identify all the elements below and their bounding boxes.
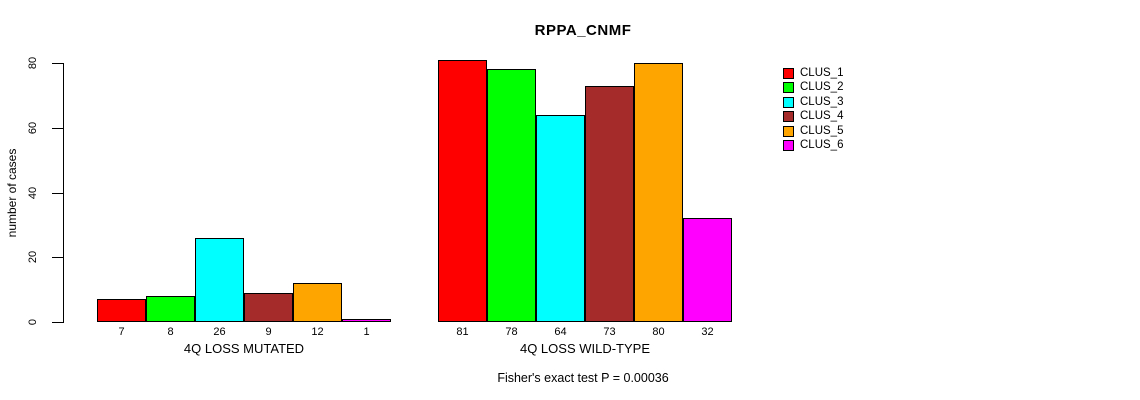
bar-value-label: 78 <box>505 326 518 338</box>
bar-value-label: 7 <box>118 326 125 338</box>
bar-value-label: 12 <box>311 326 324 338</box>
legend-swatch <box>783 111 794 123</box>
legend-label: CLUS_5 <box>800 124 844 137</box>
legend-item: CLUS_6 <box>783 139 843 154</box>
legend-label: CLUS_2 <box>800 81 844 93</box>
legend-label: CLUS_4 <box>800 110 844 122</box>
bar-clus_1 <box>438 60 487 322</box>
bar-clus_3 <box>195 238 244 322</box>
y-tick-label: 40 <box>27 186 39 200</box>
group-label: 4Q LOSS MUTATED <box>183 341 305 356</box>
bar-value-label: 26 <box>213 326 226 338</box>
y-tick-mark <box>52 322 63 323</box>
legend-item: CLUS_4 <box>783 110 843 125</box>
legend-swatch <box>783 82 794 94</box>
legend-label: CLUS_3 <box>800 95 844 108</box>
legend-swatch <box>783 67 794 79</box>
fisher-test-annotation: Fisher's exact test P = 0.00036 <box>497 371 669 385</box>
y-tick-label: 80 <box>27 56 39 70</box>
bar-clus_4 <box>244 293 293 322</box>
bar-value-label: 32 <box>701 326 714 338</box>
bar-value-label: 64 <box>554 326 567 338</box>
y-tick-label: 60 <box>27 121 39 135</box>
bar-value-label: 8 <box>167 326 174 338</box>
legend-label: CLUS_6 <box>800 139 844 151</box>
legend-item: CLUS_2 <box>783 81 843 96</box>
legend-swatch <box>783 96 794 108</box>
bar-clus_5 <box>293 283 342 322</box>
legend-label: CLUS_1 <box>800 66 844 79</box>
y-tick-mark <box>52 257 63 258</box>
bar-clus_2 <box>146 296 195 322</box>
y-tick-mark <box>52 63 63 64</box>
bar-value-label: 80 <box>652 326 665 338</box>
y-axis-label: number of cases <box>5 148 19 238</box>
bar-clus_6 <box>683 218 732 322</box>
bar-clus_5 <box>634 63 683 322</box>
bar-clus_1 <box>97 299 146 322</box>
legend-swatch <box>783 140 794 152</box>
legend-item: CLUS_3 <box>783 95 843 110</box>
bar-value-label: 81 <box>456 326 469 338</box>
legend-item: CLUS_1 <box>783 66 843 81</box>
y-tick-mark <box>52 193 63 194</box>
chart-title: RPPA_CNMF <box>534 22 632 39</box>
y-axis-line <box>63 63 64 323</box>
bar-clus_4 <box>585 86 634 322</box>
bar-clus_6 <box>342 319 391 322</box>
group-label: 4Q LOSS WILD-TYPE <box>519 341 651 356</box>
bar-value-label: 73 <box>603 326 616 338</box>
legend-item: CLUS_5 <box>783 124 843 139</box>
bar-clus_3 <box>536 115 585 322</box>
bar-value-label: 1 <box>363 326 370 338</box>
y-tick-mark <box>52 128 63 129</box>
y-tick-label: 20 <box>27 250 39 264</box>
legend: CLUS_1 CLUS_2 CLUS_3 CLUS_4 CLUS_5 CLUS_6 <box>783 66 843 153</box>
bar-value-label: 9 <box>265 326 272 338</box>
y-tick-label: 0 <box>27 318 39 326</box>
bar-clus_2 <box>487 69 536 322</box>
legend-swatch <box>783 125 794 137</box>
